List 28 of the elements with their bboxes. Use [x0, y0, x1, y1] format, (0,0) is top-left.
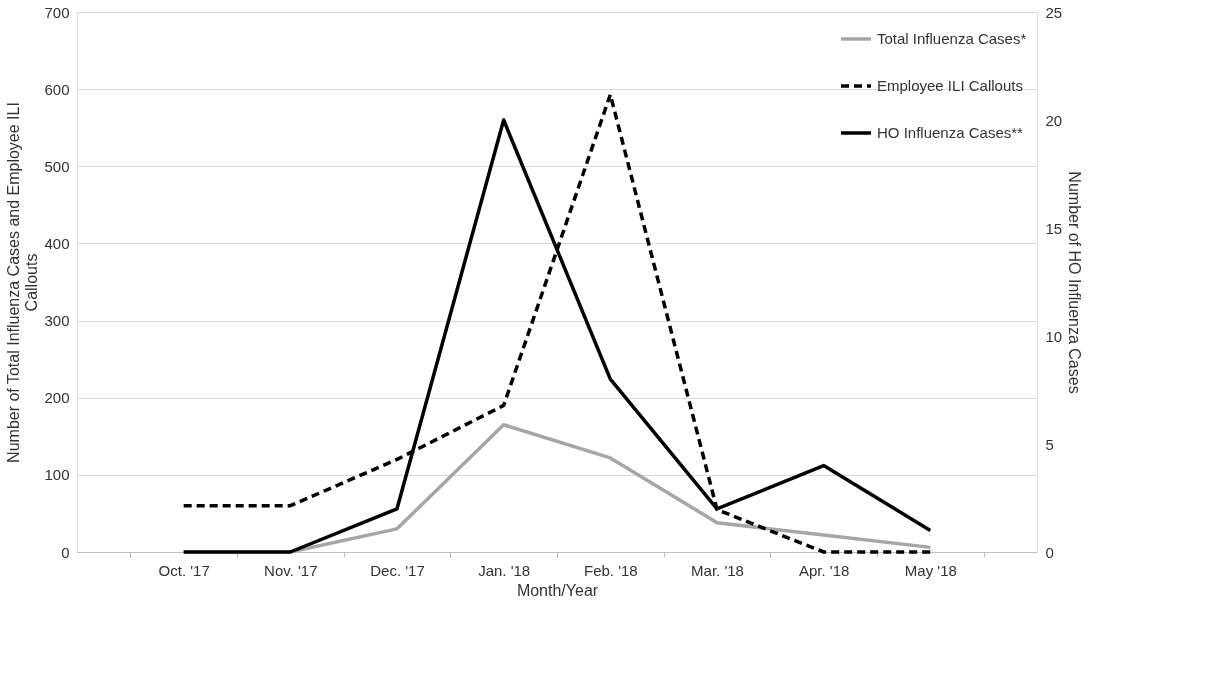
- y2-tick-label: 5: [1045, 435, 1054, 453]
- y-tick-label: 500: [44, 157, 70, 175]
- y-tick-label: 100: [44, 466, 70, 484]
- y2-tick-label: 25: [1045, 3, 1063, 21]
- y-tick-label: 700: [44, 3, 70, 21]
- x-tick-label: May '18: [904, 561, 957, 579]
- y-tick-label: 300: [44, 312, 70, 330]
- y2-tick-label: 20: [1045, 111, 1063, 129]
- y-axis-title: Number of Total Influenza Cases and Employee ILI Callouts: [5, 102, 41, 463]
- x-tick-label: Mar. '18: [691, 561, 744, 579]
- y2-tick-label: 15: [1045, 219, 1063, 237]
- legend-label: HO Influenza Cases**: [877, 124, 1024, 141]
- x-tick-label: Nov. '17: [264, 561, 318, 579]
- y-tick-label: 200: [44, 389, 70, 407]
- x-tick-label: Dec. '17: [370, 561, 425, 579]
- x-tick-label: Jan. '18: [478, 561, 531, 579]
- x-axis-title: Month/Year: [516, 581, 599, 599]
- y-tick-label: 400: [44, 234, 70, 252]
- y2-axis-title: Number of HO Influenza Cases: [1066, 171, 1084, 394]
- x-tick-label: Oct. '17: [158, 561, 210, 579]
- legend-label: Employee ILI Callouts: [877, 77, 1023, 94]
- x-tick-label: Apr. '18: [798, 561, 850, 579]
- x-tick-label: Feb. '18: [583, 561, 638, 579]
- legend-label: Total Influenza Cases*: [877, 30, 1027, 47]
- y-tick-label: 600: [44, 80, 70, 98]
- y2-tick-label: 0: [1045, 543, 1054, 561]
- y-tick-label: 0: [61, 543, 70, 561]
- y2-tick-label: 10: [1045, 327, 1063, 345]
